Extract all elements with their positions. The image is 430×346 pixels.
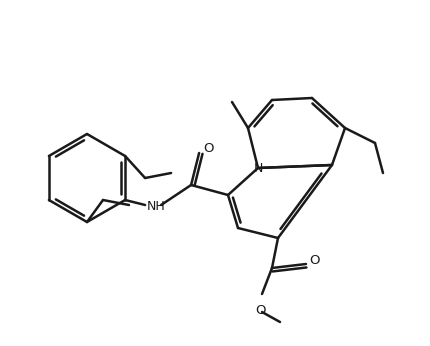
Text: O: O bbox=[309, 255, 319, 267]
Text: NH: NH bbox=[147, 200, 166, 212]
Text: N: N bbox=[253, 162, 263, 174]
Text: O: O bbox=[203, 143, 214, 155]
Text: O: O bbox=[256, 304, 266, 317]
